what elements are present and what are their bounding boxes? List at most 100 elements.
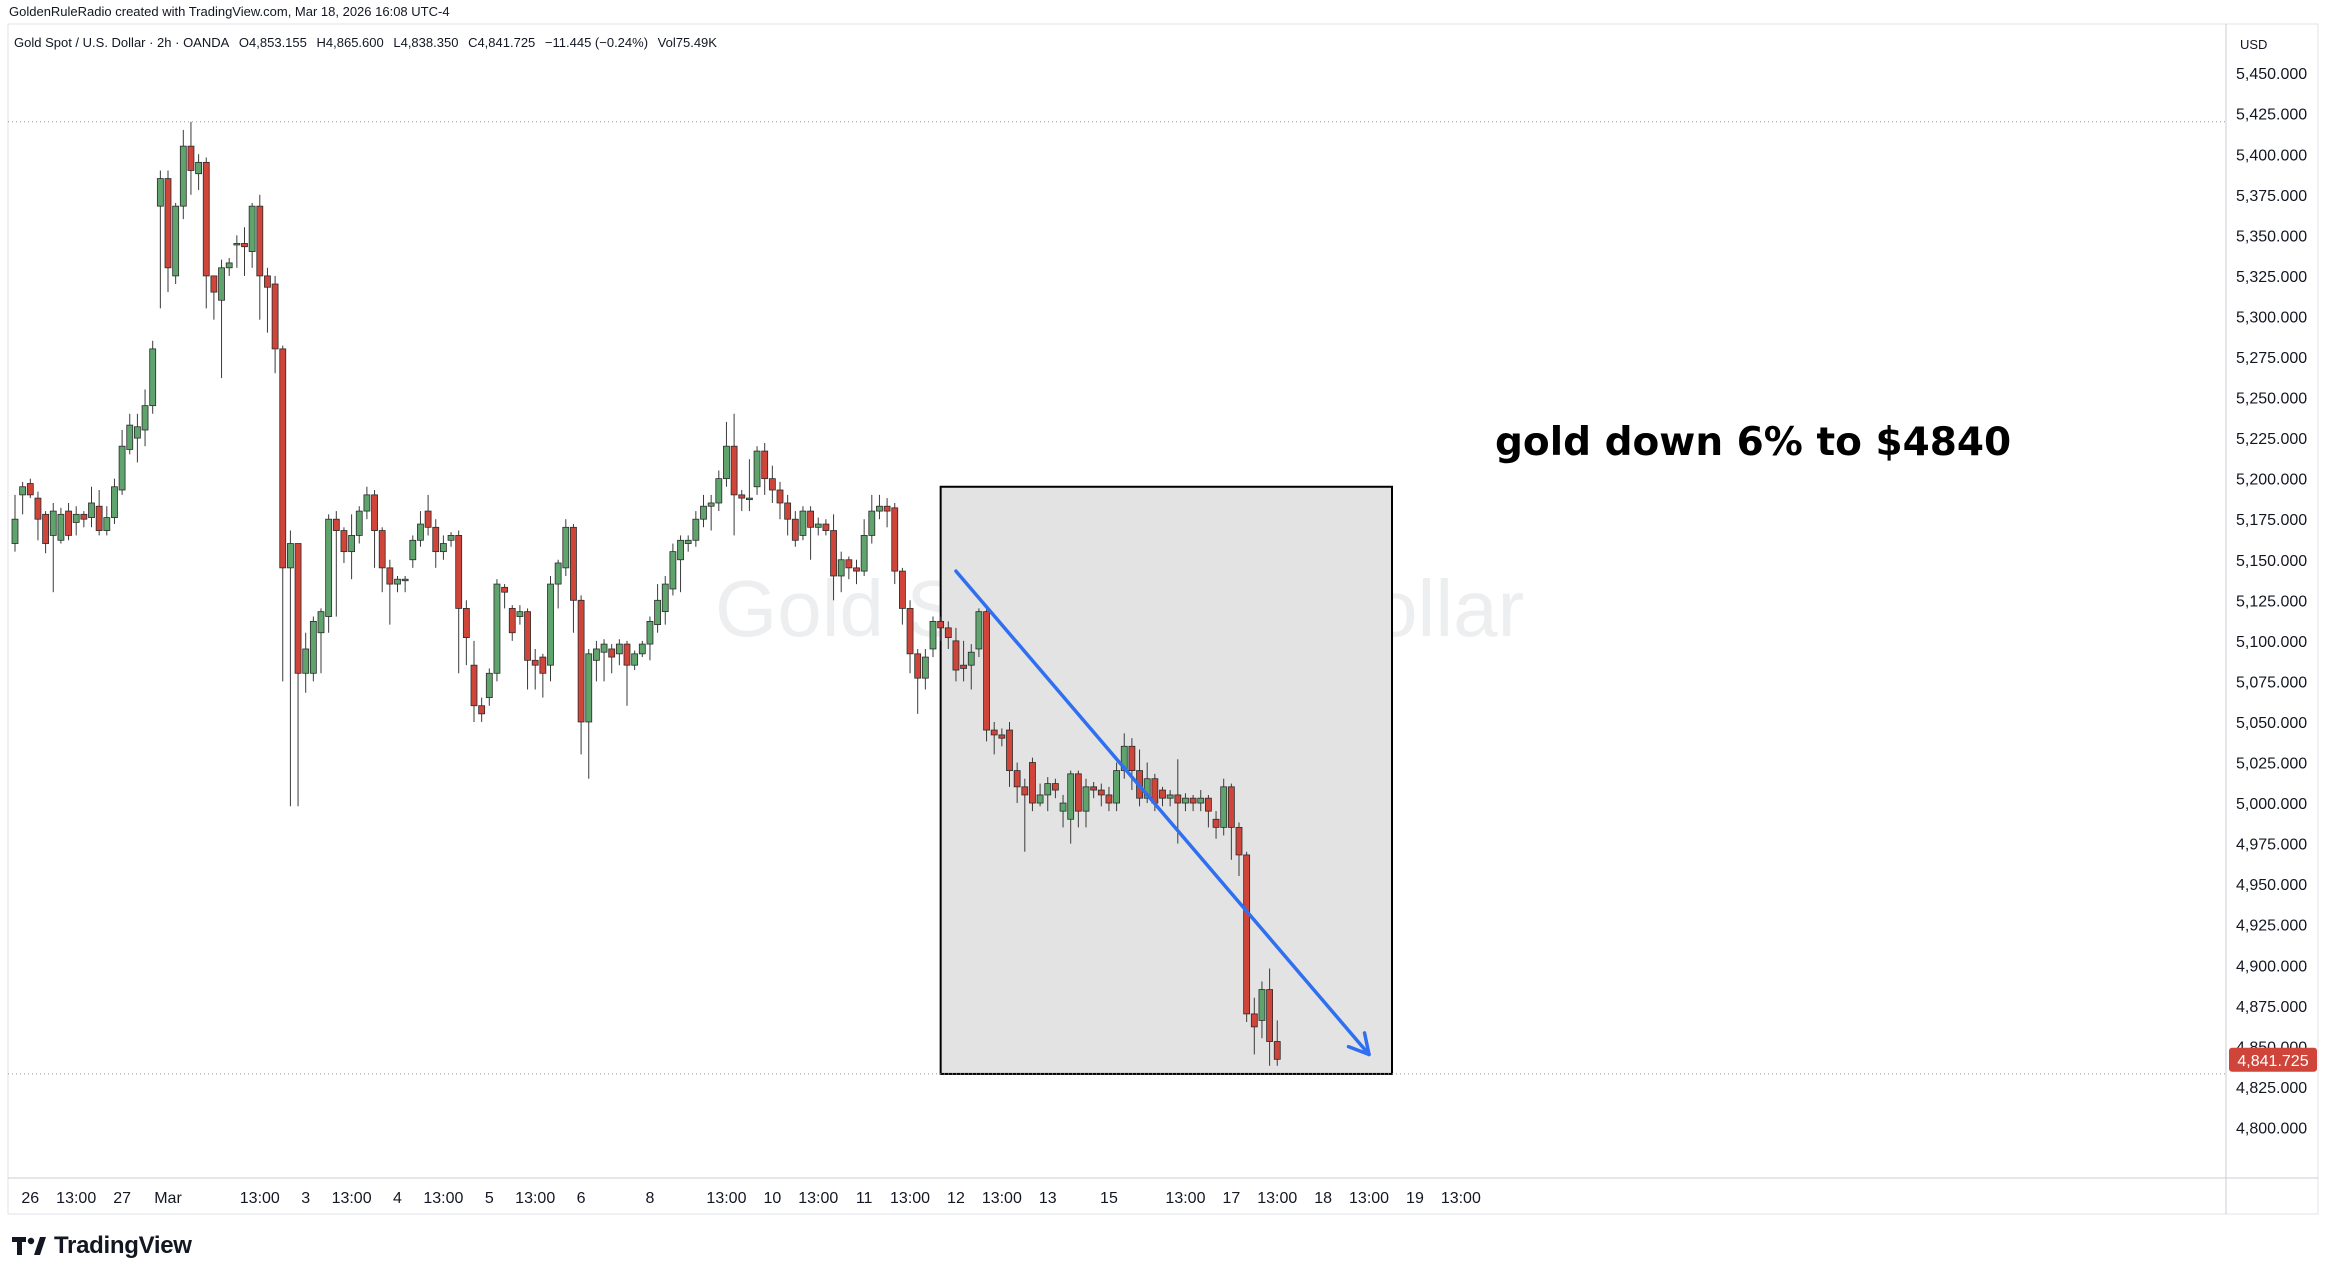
candle[interactable] <box>768 465 776 503</box>
candle[interactable] <box>883 498 891 528</box>
candle[interactable] <box>424 494 432 536</box>
candle[interactable] <box>608 644 616 674</box>
candle[interactable] <box>1021 778 1029 852</box>
candle[interactable] <box>187 121 195 195</box>
candle[interactable] <box>899 567 906 625</box>
symbol-legend[interactable]: Gold Spot / U.S. Dollar · 2h · OANDA O4,… <box>14 35 723 50</box>
candle[interactable] <box>1235 822 1243 877</box>
candle[interactable] <box>478 697 486 722</box>
candle[interactable] <box>210 275 218 320</box>
chart-annotation[interactable]: gold down 6% to $4840 <box>1495 420 2012 465</box>
candle[interactable] <box>952 627 960 682</box>
highlight-box[interactable] <box>939 485 1394 1075</box>
candle[interactable] <box>516 605 524 625</box>
candle[interactable] <box>103 506 111 536</box>
candle[interactable] <box>455 530 463 674</box>
candle[interactable] <box>202 157 210 309</box>
candle[interactable] <box>937 616 945 641</box>
candle[interactable] <box>1082 778 1090 828</box>
candle[interactable] <box>577 595 585 755</box>
candle[interactable] <box>156 170 164 309</box>
candle[interactable] <box>378 527 386 593</box>
candle[interactable] <box>876 494 883 520</box>
candle[interactable] <box>692 511 700 547</box>
candle[interactable] <box>141 389 149 447</box>
candle[interactable] <box>340 527 348 563</box>
candle[interactable] <box>133 413 141 463</box>
candle[interactable] <box>1090 781 1098 799</box>
candle[interactable] <box>1059 794 1067 828</box>
candle[interactable] <box>149 340 157 414</box>
candle[interactable] <box>990 721 998 755</box>
candle[interactable] <box>42 511 49 554</box>
candle[interactable] <box>738 490 746 512</box>
candle[interactable] <box>1029 757 1036 812</box>
candle[interactable] <box>837 551 845 593</box>
candle[interactable] <box>1266 968 1273 1066</box>
candle[interactable] <box>225 258 233 276</box>
candle[interactable] <box>960 640 967 682</box>
candle[interactable] <box>860 519 868 576</box>
candle[interactable] <box>493 579 501 682</box>
symbol-name[interactable]: Gold Spot / U.S. Dollar · 2h · OANDA <box>14 35 230 50</box>
trend-arrow-head[interactable] <box>1346 1031 1371 1057</box>
footer-brand[interactable]: TradingView <box>12 1232 192 1260</box>
candle[interactable] <box>600 639 608 682</box>
candle[interactable] <box>432 519 440 568</box>
candle[interactable] <box>172 202 180 285</box>
candle[interactable] <box>233 235 241 268</box>
candle[interactable] <box>791 511 799 547</box>
candle[interactable] <box>830 514 837 601</box>
candle[interactable] <box>684 535 692 552</box>
candle[interactable] <box>302 632 310 693</box>
candle[interactable] <box>332 511 340 617</box>
candle[interactable] <box>715 470 723 512</box>
candle[interactable] <box>661 575 669 625</box>
candle[interactable] <box>723 421 730 487</box>
candle[interactable] <box>501 584 509 609</box>
candle[interactable] <box>294 543 302 807</box>
candle[interactable] <box>638 640 646 658</box>
candle[interactable] <box>784 494 792 536</box>
candle[interactable] <box>1258 981 1266 1039</box>
candle[interactable] <box>363 486 371 520</box>
candle[interactable] <box>325 514 333 633</box>
candle[interactable] <box>1052 778 1059 799</box>
candle[interactable] <box>891 502 899 585</box>
candle[interactable] <box>1197 790 1205 812</box>
candle[interactable] <box>241 227 248 276</box>
candle[interactable] <box>371 490 378 568</box>
candle[interactable] <box>1113 762 1120 812</box>
candle[interactable] <box>845 556 853 580</box>
candle[interactable] <box>776 481 784 520</box>
candle[interactable] <box>1036 783 1044 807</box>
currency-label[interactable]: USD <box>2240 37 2268 52</box>
candle[interactable] <box>508 605 516 641</box>
candle[interactable] <box>447 532 455 547</box>
candle[interactable] <box>179 129 187 220</box>
candle[interactable] <box>1097 783 1105 807</box>
candle[interactable] <box>118 429 126 495</box>
candle[interactable] <box>1250 997 1258 1055</box>
candle[interactable] <box>26 478 34 499</box>
candle[interactable] <box>700 494 707 528</box>
candle[interactable] <box>868 494 876 544</box>
candle[interactable] <box>1220 778 1228 836</box>
candle[interactable] <box>88 486 95 528</box>
candle[interactable] <box>822 519 830 536</box>
candle[interactable] <box>409 535 417 568</box>
candle[interactable] <box>799 506 807 541</box>
candle[interactable] <box>1273 1020 1281 1066</box>
candle[interactable] <box>539 653 547 698</box>
candle[interactable] <box>417 511 424 547</box>
candle[interactable] <box>975 608 983 658</box>
candle[interactable] <box>248 202 256 268</box>
candle[interactable] <box>1105 786 1113 812</box>
candle[interactable] <box>906 600 914 674</box>
candle[interactable] <box>1189 794 1197 812</box>
candle[interactable] <box>439 535 447 560</box>
candle[interactable] <box>585 648 593 779</box>
candle[interactable] <box>462 600 470 666</box>
candle[interactable] <box>126 413 134 455</box>
